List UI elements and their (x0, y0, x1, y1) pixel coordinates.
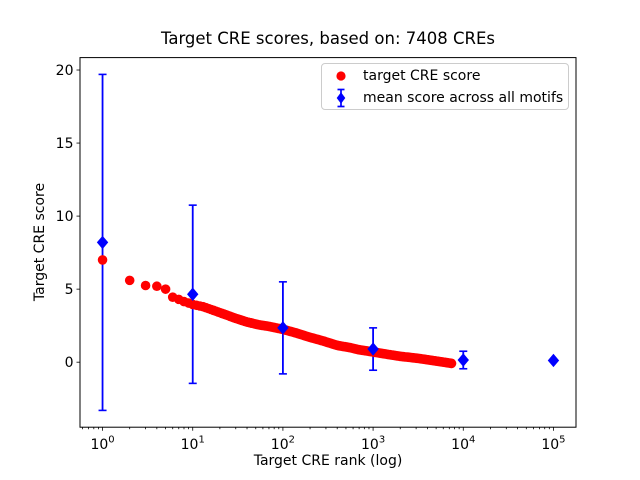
y-tick-label: 0 (65, 355, 74, 371)
y-tick-label: 15 (56, 136, 74, 152)
y-axis-label: Target CRE score (32, 182, 48, 302)
red-circle-marker-icon (325, 70, 357, 82)
y-tick-label: 5 (65, 282, 74, 298)
chart-title: Target CRE scores, based on: 7408 CREs (160, 29, 496, 48)
blue-mean-diamonds (96, 235, 560, 368)
x-axis: 100 101 102 103 104 105 (82, 427, 566, 454)
x-tick-label: 102 (271, 435, 295, 454)
red-scatter-series (97, 255, 457, 369)
x-tick-label: 103 (361, 435, 385, 454)
mean-score-diamond (367, 342, 379, 356)
x-tick-label: 105 (541, 435, 565, 454)
mean-score-diamond (187, 287, 199, 301)
legend-label: target CRE score (363, 67, 481, 84)
legend-item-target-cre-score: target CRE score (325, 65, 568, 87)
y-axis: 0 5 10 15 20 (56, 63, 80, 371)
blue-diamond-errorbar-marker-icon (325, 87, 357, 109)
x-tick-label: 100 (90, 435, 114, 454)
legend-item-mean-score: mean score across all motifs (325, 87, 568, 109)
mean-score-diamond (457, 353, 469, 367)
legend: target CRE score mean score across all m… (321, 63, 569, 110)
y-tick-label: 10 (56, 209, 74, 225)
x-axis-label: Target CRE rank (log) (253, 453, 403, 469)
x-tick-label: 101 (181, 435, 205, 454)
legend-label: mean score across all motifs (363, 89, 564, 106)
blue-errorbar-lines (98, 73, 558, 412)
x-tick-label: 104 (451, 435, 475, 454)
mean-score-diamond (277, 321, 289, 335)
y-tick-label: 20 (56, 63, 74, 79)
mean-score-diamond (547, 353, 560, 368)
mean-score-diamond (96, 235, 109, 250)
plot-frame (79, 57, 577, 428)
